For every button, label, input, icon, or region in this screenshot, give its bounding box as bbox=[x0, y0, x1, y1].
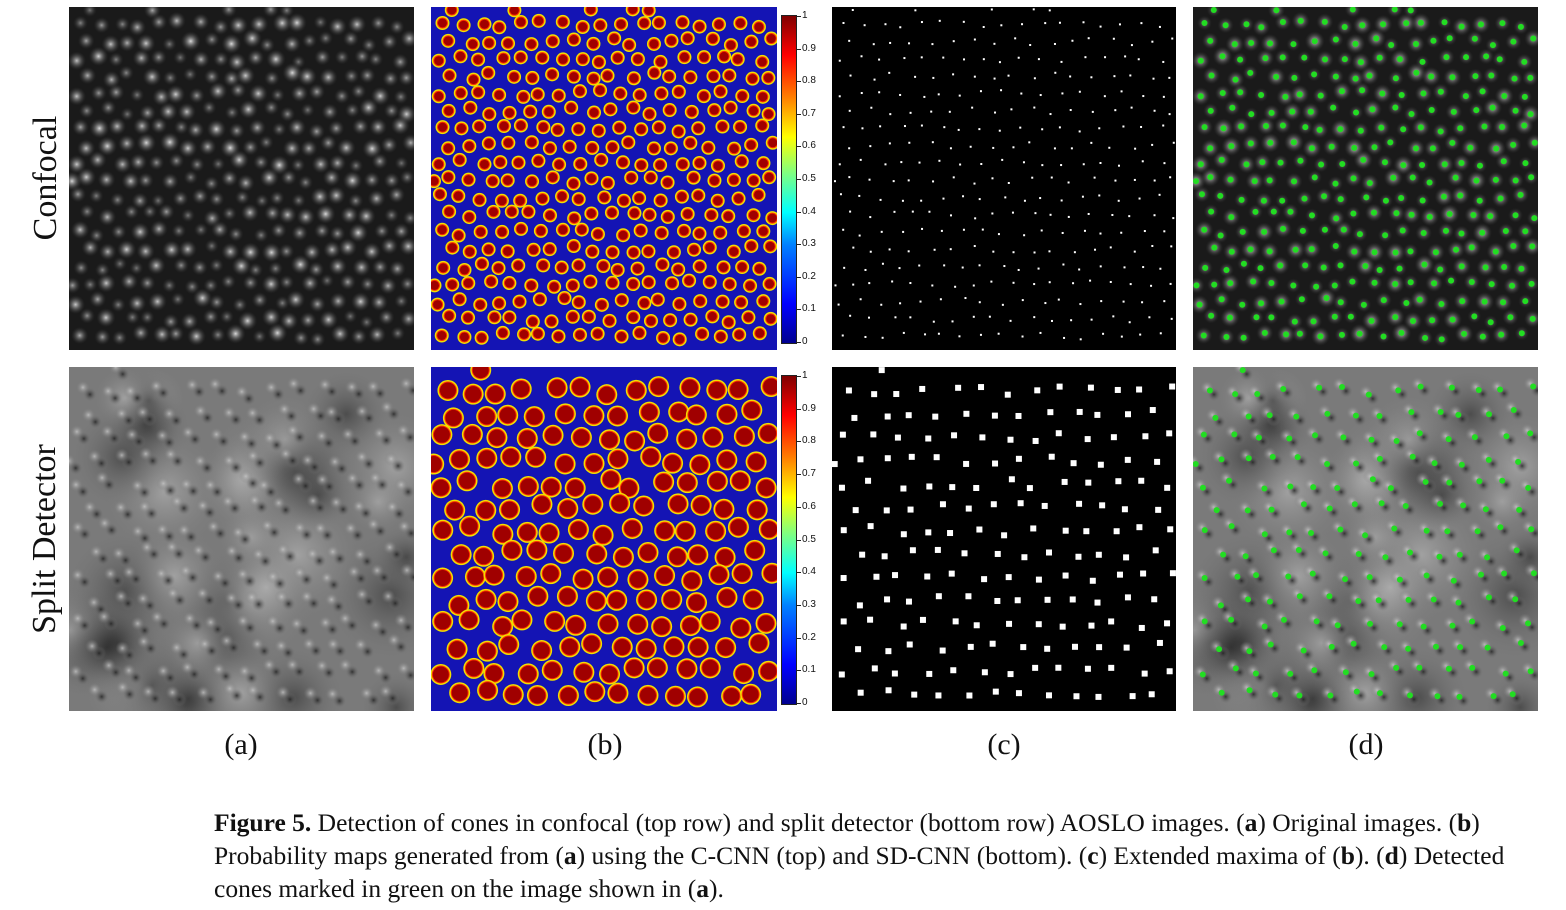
colorbar-tick-label: 0.2 bbox=[797, 631, 816, 643]
colorbar-tick-label: 0.2 bbox=[797, 270, 816, 282]
panel-c-confocal-extended-maxima bbox=[832, 7, 1176, 350]
caption-text: ) using the C-CNN (top) and SD-CNN (bott… bbox=[576, 841, 1088, 870]
caption-text: ) Probability maps generated from ( bbox=[214, 808, 1480, 870]
colorbar-tick-label: 0.5 bbox=[797, 173, 816, 184]
caption-ref: a bbox=[696, 874, 709, 903]
colorbar-tick-label: 0.9 bbox=[797, 402, 816, 414]
panel-d-split-detector-detected-cones bbox=[1193, 367, 1538, 711]
caption-figure-label: Figure 5. bbox=[214, 808, 312, 837]
colorbar-top bbox=[781, 15, 797, 344]
caption-ref: b bbox=[1340, 841, 1355, 870]
colorbar-tick-label: 0.7 bbox=[797, 468, 816, 480]
colorbar-tick-label: 0.3 bbox=[797, 238, 816, 250]
caption-text: ). ( bbox=[1354, 841, 1385, 870]
panel-b-split-detector-probability-map bbox=[431, 367, 777, 711]
colorbar-tick-label: 0.8 bbox=[797, 435, 816, 447]
panel-b-confocal-probability-map bbox=[431, 7, 777, 350]
caption-ref: d bbox=[1384, 841, 1399, 870]
panel-label-d: (d) bbox=[1348, 728, 1384, 761]
caption-ref: b bbox=[1457, 808, 1472, 837]
colorbar-tick-label: 0.9 bbox=[797, 42, 816, 54]
colorbar-tick-label: 0.6 bbox=[797, 500, 816, 512]
colorbar-tick-label: 0.3 bbox=[797, 598, 816, 610]
colorbar-tick-label: 1 bbox=[797, 370, 808, 381]
caption-ref: a bbox=[563, 841, 577, 870]
panel-a-split-detector-image bbox=[69, 367, 414, 711]
colorbar-tick-label: 0 bbox=[797, 697, 808, 708]
caption-text: ) Extended maxima of ( bbox=[1098, 841, 1341, 870]
colorbar-tick-label: 0.4 bbox=[797, 566, 816, 578]
caption-text: ). bbox=[708, 874, 724, 903]
caption-ref: c bbox=[1087, 841, 1099, 870]
panel-label-a: (a) bbox=[224, 728, 258, 761]
row-label-confocal: Confocal bbox=[27, 115, 64, 241]
caption-ref: a bbox=[1244, 808, 1258, 837]
colorbar-tick-label: 0.7 bbox=[797, 107, 816, 119]
caption-text: ) Original images. ( bbox=[1257, 808, 1458, 837]
caption-text: ) Detected cones marked in green on the … bbox=[214, 841, 1505, 903]
colorbar-tick-label: 0.5 bbox=[797, 533, 816, 545]
panel-d-confocal-detected-cones bbox=[1193, 7, 1538, 350]
colorbar-tick-label: 0.4 bbox=[797, 205, 816, 217]
caption-text: Detection of cones in confocal (top row)… bbox=[311, 808, 1245, 837]
colorbar-tick-label: 0.8 bbox=[797, 75, 816, 87]
colorbar-tick-label: 0.6 bbox=[797, 140, 816, 152]
panel-label-c: (c) bbox=[987, 728, 1021, 761]
colorbar-bottom bbox=[781, 375, 797, 705]
colorbar-tick-label: 1 bbox=[797, 10, 808, 21]
colorbar-tick-label: 0.1 bbox=[797, 303, 816, 315]
panel-a-confocal-image bbox=[69, 7, 414, 350]
colorbar-tick-label: 0.1 bbox=[797, 664, 816, 676]
panel-label-b: (b) bbox=[587, 728, 623, 761]
row-label-split-detector: Split Detector bbox=[26, 444, 63, 634]
panel-c-split-detector-extended-maxima bbox=[832, 367, 1176, 711]
colorbar-tick-label: 0 bbox=[797, 336, 808, 347]
figure-caption: Figure 5. Detection of cones in confocal… bbox=[214, 806, 1544, 905]
